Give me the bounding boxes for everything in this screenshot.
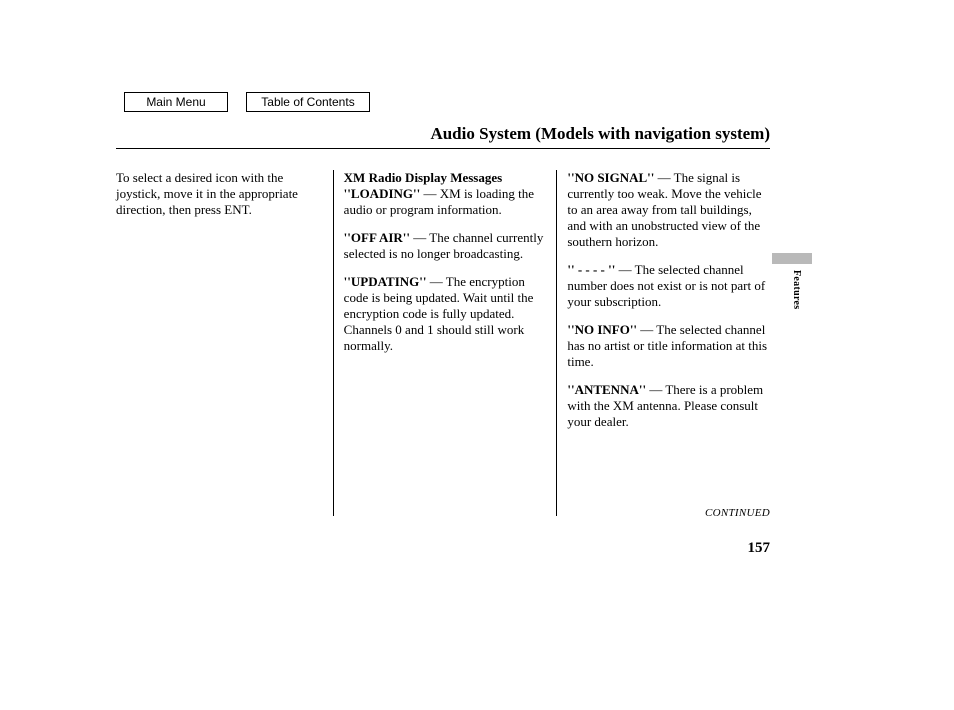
nosignal-label: ''NO SIGNAL'' <box>567 170 654 185</box>
offair-paragraph: ''OFF AIR'' — The channel currently sele… <box>344 230 547 262</box>
offair-label: ''OFF AIR'' <box>344 230 410 245</box>
column-3: ''NO SIGNAL'' — The signal is currently … <box>557 170 770 516</box>
noinfo-label: ''NO INFO'' <box>567 322 637 337</box>
dash-label: '' - - - - '' <box>567 262 615 277</box>
main-menu-button[interactable]: Main Menu <box>124 92 228 112</box>
updating-paragraph: ''UPDATING'' — The encryption code is be… <box>344 274 547 354</box>
xm-section: XM Radio Display Messages ''LOADING'' — … <box>344 170 547 218</box>
page-number: 157 <box>748 540 771 557</box>
section-tab-label: Features <box>791 270 802 309</box>
body-columns: To select a desired icon with the joysti… <box>116 170 770 516</box>
page-title: Audio System (Models with navigation sys… <box>430 124 770 144</box>
section-tab <box>772 253 812 264</box>
column-2: XM Radio Display Messages ''LOADING'' — … <box>333 170 558 516</box>
column-1: To select a desired icon with the joysti… <box>116 170 333 516</box>
intro-paragraph: To select a desired icon with the joysti… <box>116 170 319 218</box>
updating-label: ''UPDATING'' <box>344 274 427 289</box>
title-rule <box>116 148 770 149</box>
noinfo-paragraph: ''NO INFO'' — The selected channel has n… <box>567 322 770 370</box>
antenna-paragraph: ''ANTENNA'' — There is a problem with th… <box>567 382 770 430</box>
table-of-contents-button[interactable]: Table of Contents <box>246 92 370 112</box>
xm-section-title: XM Radio Display Messages <box>344 170 503 185</box>
continued-label: CONTINUED <box>705 507 770 519</box>
dash-paragraph: '' - - - - '' — The selected channel num… <box>567 262 770 310</box>
antenna-label: ''ANTENNA'' <box>567 382 646 397</box>
loading-label: ''LOADING'' <box>344 186 421 201</box>
top-nav: Main Menu Table of Contents <box>124 92 370 112</box>
nosignal-paragraph: ''NO SIGNAL'' — The signal is currently … <box>567 170 770 250</box>
